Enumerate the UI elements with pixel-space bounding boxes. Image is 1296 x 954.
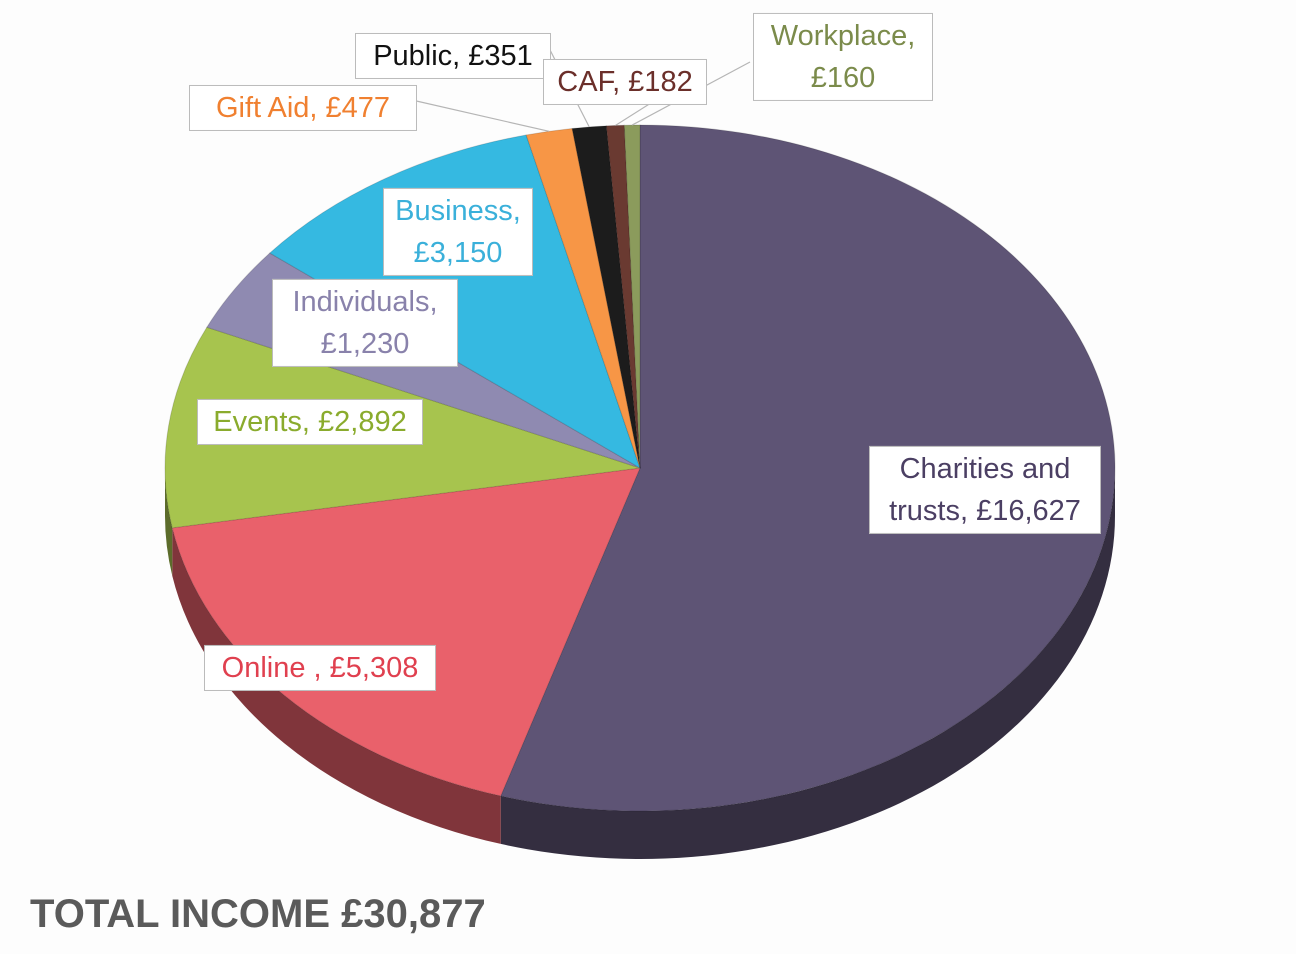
data-label: Individuals, £1,230 bbox=[272, 278, 458, 368]
slice bbox=[571, 125, 641, 469]
data-label: Public, £351 bbox=[355, 32, 551, 80]
total-label: TOTAL INCOME £30,877 bbox=[30, 892, 486, 936]
data-label: Business, £3,150 bbox=[383, 187, 533, 277]
data-label: Workplace, £160 bbox=[753, 12, 933, 102]
slice-side bbox=[500, 468, 1116, 859]
data-label: Events, £2,892 bbox=[197, 398, 423, 446]
data-label: Charities and trusts, £16,627 bbox=[869, 445, 1101, 535]
slice bbox=[171, 467, 641, 797]
data-label: Online , £5,308 bbox=[204, 644, 436, 692]
slice bbox=[623, 124, 641, 469]
leader-line bbox=[411, 99, 550, 132]
data-label: CAF, £182 bbox=[543, 58, 707, 106]
slice-side bbox=[165, 468, 173, 576]
data-label: Gift Aid, £477 bbox=[189, 84, 417, 132]
slice bbox=[500, 124, 1116, 812]
